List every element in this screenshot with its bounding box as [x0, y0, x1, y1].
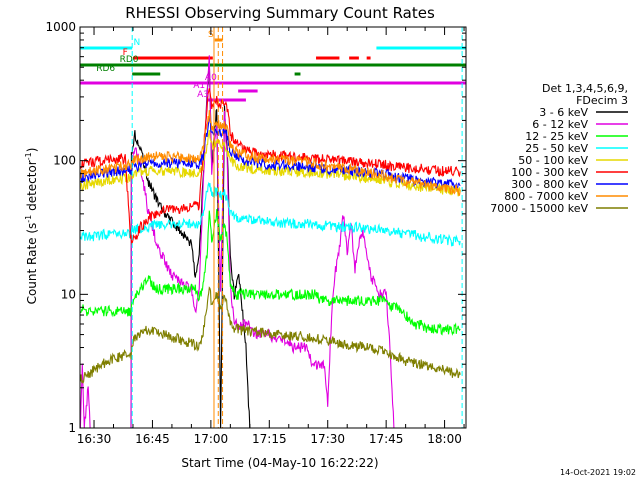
- x-tick-label-1: 16:45: [135, 432, 170, 446]
- y-tick-label-0: 1: [68, 421, 76, 435]
- flag-label-a3: A3: [197, 90, 209, 100]
- legend-header-line-2: FDecim 3: [576, 94, 628, 107]
- x-tick-label-3: 17:15: [252, 432, 287, 446]
- series-line-8: [80, 286, 461, 385]
- legend-header-line-1: Det 1,3,4,5,6,9,: [542, 82, 628, 95]
- legend-label-1: 6 - 12 keV: [532, 118, 588, 131]
- series-line-4: [80, 130, 461, 197]
- legend-label-6: 300 - 800 keV: [511, 178, 588, 191]
- x-tick-label-6: 18:00: [427, 432, 462, 446]
- legend-label-2: 12 - 25 keV: [525, 130, 588, 143]
- y-tick-label-3: 1000: [45, 20, 76, 34]
- series-line-1: [80, 55, 465, 428]
- legend-label-5: 100 - 300 keV: [511, 166, 588, 179]
- x-tick-label-2: 17:00: [194, 432, 229, 446]
- legend-label-8: 7000 - 15000 keV: [490, 202, 588, 215]
- flag-label-f: F: [123, 48, 128, 58]
- series-line-5: [80, 88, 461, 245]
- series-line-7: [80, 110, 461, 196]
- plot-frame: [79, 26, 467, 429]
- series-line-2: [80, 209, 461, 336]
- legend-label-0: 3 - 6 keV: [539, 106, 588, 119]
- footer-timestamp: 14-Oct-2021 19:02: [560, 468, 636, 477]
- flag-label-a0: A0: [205, 73, 217, 83]
- plot-content: [80, 27, 466, 428]
- flag-label-rd0: RD0: [120, 55, 139, 65]
- y-tick-label-2: 100: [53, 154, 76, 168]
- y-axis-title: Count Rate (s-1 detector-1): [24, 148, 39, 305]
- x-axis-title: Start Time (04-May-10 16:22:22): [181, 456, 378, 470]
- y-axis-title-text: Count Rate (s-1 detector-1): [24, 148, 39, 305]
- x-tick-label-4: 17:30: [310, 432, 345, 446]
- legend-label-7: 800 - 7000 keV: [504, 190, 588, 203]
- plot-area: NFRD0RD6A0A1A3S110100100016:3016:4517:00…: [45, 20, 467, 446]
- flag-label-rd6: RD6: [96, 64, 115, 74]
- chart-title: RHESSI Observing Summary Count Rates: [125, 4, 435, 22]
- flag-label-a1: A1: [193, 81, 205, 91]
- y-tick-label-1: 10: [61, 287, 76, 301]
- flag-label-n: N: [134, 38, 141, 48]
- x-tick-label-5: 17:45: [369, 432, 404, 446]
- x-tick-label-0: 16:30: [77, 432, 112, 446]
- legend-label-3: 25 - 50 keV: [525, 142, 588, 155]
- legend-label-4: 50 - 100 keV: [518, 154, 588, 167]
